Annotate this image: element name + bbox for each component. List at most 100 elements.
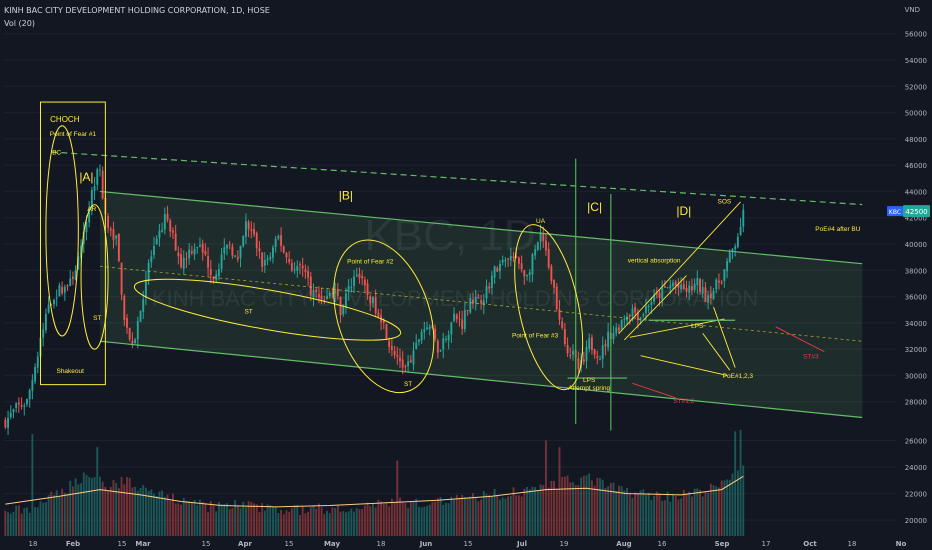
candle-body: [209, 268, 212, 276]
volume-bar: [415, 498, 418, 536]
candle-body: [296, 265, 299, 271]
annotation-arrow: [702, 333, 731, 371]
highlight-ellipse: [80, 204, 109, 350]
candle-body: [455, 314, 458, 320]
volume-bar: [480, 499, 483, 536]
volume-bar: [458, 497, 461, 536]
candle-body: [731, 248, 734, 252]
candle-body: [399, 357, 401, 362]
candle-body: [709, 293, 712, 299]
candle-body: [320, 296, 323, 299]
volume-bar: [131, 487, 134, 536]
candle-body: [558, 309, 561, 320]
volume-bar: [223, 504, 226, 536]
candle-body: [393, 350, 396, 356]
volume-bar: [374, 507, 377, 536]
x-tick-label: Jun: [419, 540, 433, 548]
candle-body: [309, 276, 312, 296]
candle-body: [261, 252, 264, 267]
annotation-shapes: [39, 101, 825, 431]
volume-bar: [469, 496, 472, 536]
volume-bar: [158, 491, 161, 536]
volume-bar: [539, 484, 542, 536]
candle-body: [582, 359, 585, 362]
volume-bar: [353, 511, 355, 536]
candle-body: [220, 254, 223, 270]
volume-bar: [674, 495, 677, 536]
annotation-label: ST: [404, 381, 412, 388]
volume-bar: [596, 477, 599, 536]
x-tick-label: 17: [762, 540, 771, 548]
candle-body: [444, 339, 447, 341]
candle-body: [739, 226, 742, 235]
volume-ma-line: [5, 475, 744, 508]
candle-body: [117, 233, 120, 262]
volume-bar: [315, 508, 318, 536]
volume-bar: [658, 493, 661, 536]
candle-body: [282, 246, 285, 253]
candle-body: [99, 169, 101, 171]
candle-body: [255, 232, 258, 249]
candle-body: [12, 409, 15, 412]
volume-bar: [255, 504, 258, 536]
volume-bar: [444, 502, 447, 536]
volume-indicator-label[interactable]: Vol (20): [4, 19, 35, 28]
candle-body: [174, 233, 177, 251]
volume-bar: [150, 489, 153, 536]
annotation-label: |D|: [676, 204, 691, 218]
volume-bar: [517, 495, 520, 536]
candle-body: [293, 269, 296, 271]
volume-bar: [239, 508, 242, 536]
volume-bar: [499, 499, 501, 536]
candle-body: [323, 299, 326, 301]
volume-bar: [61, 488, 64, 536]
volume-bar: [185, 500, 188, 536]
annotation-label: Point of Fear #3: [512, 332, 559, 339]
candle-body: [258, 248, 261, 252]
candle-body: [312, 290, 315, 298]
volume-bar: [472, 493, 474, 536]
annotation-label: UA: [536, 218, 546, 225]
volume-bar: [526, 486, 528, 536]
candle-body: [528, 272, 531, 276]
candle-body: [690, 286, 693, 291]
volume-bar: [482, 491, 485, 536]
x-tick-label: 15: [118, 540, 127, 548]
candle-body: [658, 292, 661, 298]
volume-bar: [642, 489, 645, 536]
volume-bar: [293, 505, 296, 536]
volume-bar: [590, 480, 593, 536]
volume-bar: [139, 487, 142, 536]
candle-body: [269, 256, 272, 260]
volume-bar: [720, 480, 723, 536]
candle-body: [742, 209, 745, 227]
volume-bar: [572, 482, 574, 536]
annotation-label: ST: [93, 315, 101, 322]
candle-body: [428, 326, 431, 330]
volume-bar: [666, 491, 669, 536]
candle-body: [628, 314, 631, 317]
annotation-arrow: [640, 355, 728, 376]
candle-body: [642, 314, 645, 316]
candle-body: [407, 361, 410, 367]
candle-body: [26, 399, 28, 405]
candle-body: [718, 280, 720, 283]
candle-body: [153, 246, 155, 255]
volume-bar: [420, 507, 423, 536]
volume-bar: [585, 475, 588, 536]
candle-body: [120, 262, 123, 295]
volume-bar: [709, 483, 712, 536]
candle-body: [7, 417, 10, 429]
volume-bar: [655, 491, 658, 536]
volume-bar: [574, 485, 577, 536]
volume-bar: [509, 495, 512, 536]
candle-body: [617, 327, 620, 331]
volume-bar: [620, 486, 623, 536]
candle-body: [217, 269, 220, 277]
candle-body: [150, 256, 153, 262]
volume-bar: [161, 490, 164, 536]
volume-bar: [250, 502, 253, 536]
volume-bar: [53, 495, 55, 536]
